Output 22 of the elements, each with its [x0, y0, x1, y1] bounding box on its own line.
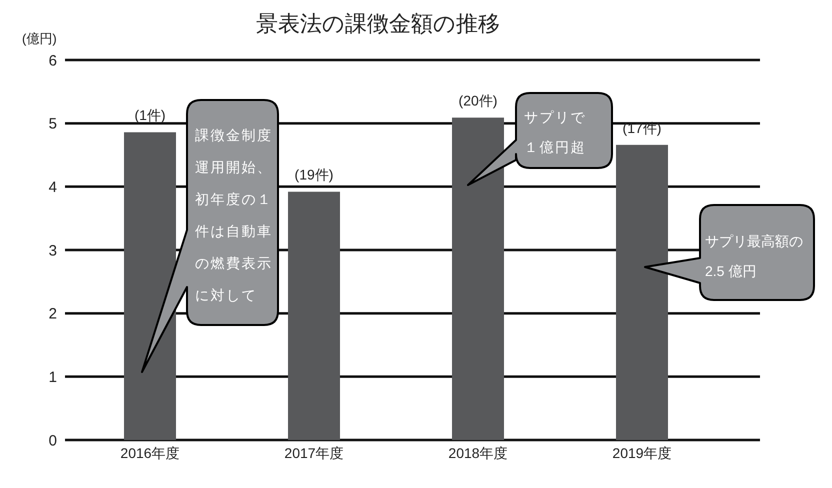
x-tick-label: 2017年度	[284, 444, 344, 461]
y-tick-label: 2	[48, 306, 57, 323]
chart-title: 景表法の課徴金額の推移	[256, 11, 500, 36]
y-tick-label: 1	[48, 368, 57, 386]
y-tick-label: 3	[48, 242, 57, 260]
annotation: (20件)	[458, 92, 498, 109]
y-axis-title: (億円)	[22, 30, 57, 48]
annotation: (1件)	[134, 107, 166, 124]
x-tick-label: 2018年度	[448, 444, 508, 461]
y-tick-label: 0	[48, 432, 57, 450]
annotation: (19件)	[294, 166, 334, 183]
annotation: サプリで１億円超	[524, 109, 586, 155]
y-tick-label: 4	[48, 178, 57, 196]
y-tick-label: 5	[48, 116, 57, 133]
annotation: 課徴金制度運用開始、初年度の１件は自動車の燃費表示に対して	[195, 127, 272, 303]
x-tick-label: 2016年度	[120, 444, 180, 461]
x-tick-label: 2019年度	[612, 444, 672, 461]
annotation: サプリ最高額の2.5 億円	[705, 233, 803, 279]
bar	[288, 192, 340, 440]
annotation: (17件)	[622, 120, 662, 136]
bar	[616, 144, 668, 440]
y-tick-label: 6	[48, 52, 57, 70]
